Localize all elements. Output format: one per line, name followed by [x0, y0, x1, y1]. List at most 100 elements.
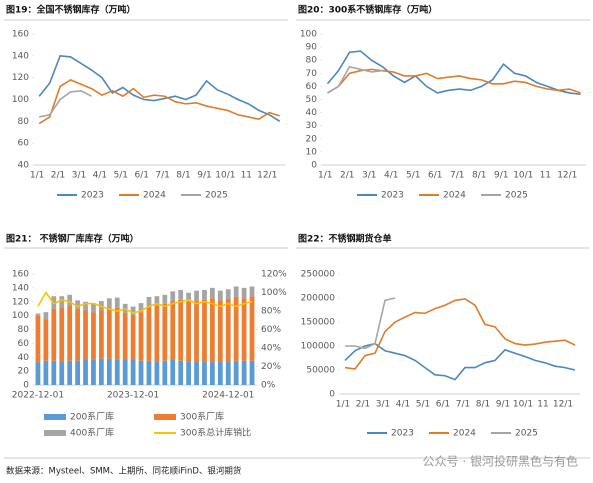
x-tick-label: 6/1	[428, 171, 442, 181]
x-tick-label: 10/1	[513, 171, 533, 181]
bar	[51, 360, 57, 385]
legend-label: 300系厂库	[180, 411, 224, 423]
bar	[249, 360, 255, 385]
y-tick-label: 60	[306, 82, 318, 92]
series-line	[326, 50, 581, 96]
x-tick-label: 3/1	[72, 171, 86, 181]
bar	[83, 310, 88, 361]
bar	[162, 360, 168, 385]
bar	[154, 296, 160, 306]
y-tick-label: 160	[12, 270, 29, 280]
bar	[91, 303, 96, 313]
y-tick-label: 40	[18, 353, 30, 363]
y-tick-label: 50	[306, 95, 318, 105]
y-tick-label: 10	[306, 147, 318, 157]
y-tick-label: 70	[306, 69, 318, 79]
bar	[83, 301, 88, 311]
bar	[162, 303, 168, 361]
x-tick-label: 5/1	[114, 171, 128, 181]
x-tick-label: 10/1	[215, 171, 235, 181]
bar	[122, 360, 128, 385]
bar	[170, 360, 176, 385]
bar	[35, 315, 41, 363]
series-line	[39, 89, 92, 118]
y-tick-label: 40	[306, 108, 318, 118]
bar	[146, 306, 152, 361]
bar	[91, 359, 96, 385]
y2-tick-label: 20%	[261, 362, 281, 372]
x-tick-label: 4/1	[384, 171, 398, 181]
y2-tick-label: 40%	[261, 344, 281, 354]
legend-label: 2023	[381, 191, 404, 201]
x-tick-label: 2/1	[356, 400, 370, 410]
bar	[59, 296, 65, 308]
bar	[194, 300, 199, 362]
x-tick-label: 8/1	[476, 400, 490, 410]
bar	[178, 299, 184, 361]
y-tick-label: 80	[18, 325, 30, 335]
chart-title: 图21： 不锈钢厂库库存（万吨）	[6, 233, 139, 245]
legend-swatch	[44, 430, 66, 436]
x-tick-label: 8/1	[176, 171, 190, 181]
bar	[43, 360, 49, 385]
bar	[217, 361, 223, 385]
y-tick-label: 0	[23, 381, 29, 391]
bar	[122, 312, 128, 361]
x-tick-label: 11	[540, 171, 551, 181]
y2-tick-label: 0%	[261, 381, 276, 391]
x-tick-label: 5/1	[416, 400, 430, 410]
bar	[59, 361, 65, 385]
x-tick-label: 6/1	[134, 171, 148, 181]
x-tick-label: 11	[241, 171, 252, 181]
x-tick-label: 2/1	[51, 171, 65, 181]
bar	[146, 296, 152, 307]
series-line	[38, 54, 281, 123]
series-line	[327, 68, 581, 94]
y-tick-label: 120	[12, 73, 29, 83]
x-tick-label: 2022-12-01	[12, 391, 64, 401]
series-line	[327, 65, 383, 94]
bar	[178, 360, 184, 385]
bar	[170, 301, 176, 361]
y-tick-label: 160	[12, 30, 29, 40]
bar	[130, 360, 136, 385]
bar	[130, 306, 136, 315]
bar	[114, 297, 120, 308]
y-tick-label: 100	[300, 30, 317, 40]
x-tick-label: 2/1	[340, 171, 354, 181]
bar	[241, 298, 247, 361]
x-tick-label: 9/1	[197, 171, 211, 181]
y-tick-label: 80	[18, 117, 30, 127]
chart-title: 图22：不锈钢期货仓单	[298, 233, 392, 245]
bar	[202, 362, 207, 385]
bar	[217, 300, 223, 362]
y-tick-label: 60	[18, 339, 30, 349]
bar	[67, 360, 73, 385]
series-line	[37, 291, 253, 314]
y-tick-label: 0	[329, 390, 335, 400]
bar	[106, 358, 112, 385]
bar	[99, 358, 104, 385]
series-line	[344, 298, 576, 370]
x-tick-label: 7/1	[450, 171, 464, 181]
bar	[138, 303, 144, 313]
bar	[35, 313, 41, 316]
y2-tick-label: 120%	[261, 270, 287, 280]
bar	[106, 298, 112, 309]
y-tick-label: 20	[306, 134, 318, 144]
legend-label: 2024	[443, 191, 466, 201]
bar	[249, 296, 255, 361]
bar	[186, 292, 191, 302]
bar	[178, 289, 184, 300]
series-line	[38, 78, 281, 125]
bar	[210, 287, 215, 299]
y-tick-label: 250000	[301, 270, 336, 280]
bar	[51, 308, 57, 361]
bar	[162, 294, 168, 304]
legend-label: 2025	[515, 429, 538, 439]
legend-label: 2023	[391, 429, 414, 439]
bar	[225, 289, 231, 299]
y2-tick-label: 80%	[261, 307, 281, 317]
bar	[75, 308, 80, 361]
bar	[154, 305, 160, 362]
